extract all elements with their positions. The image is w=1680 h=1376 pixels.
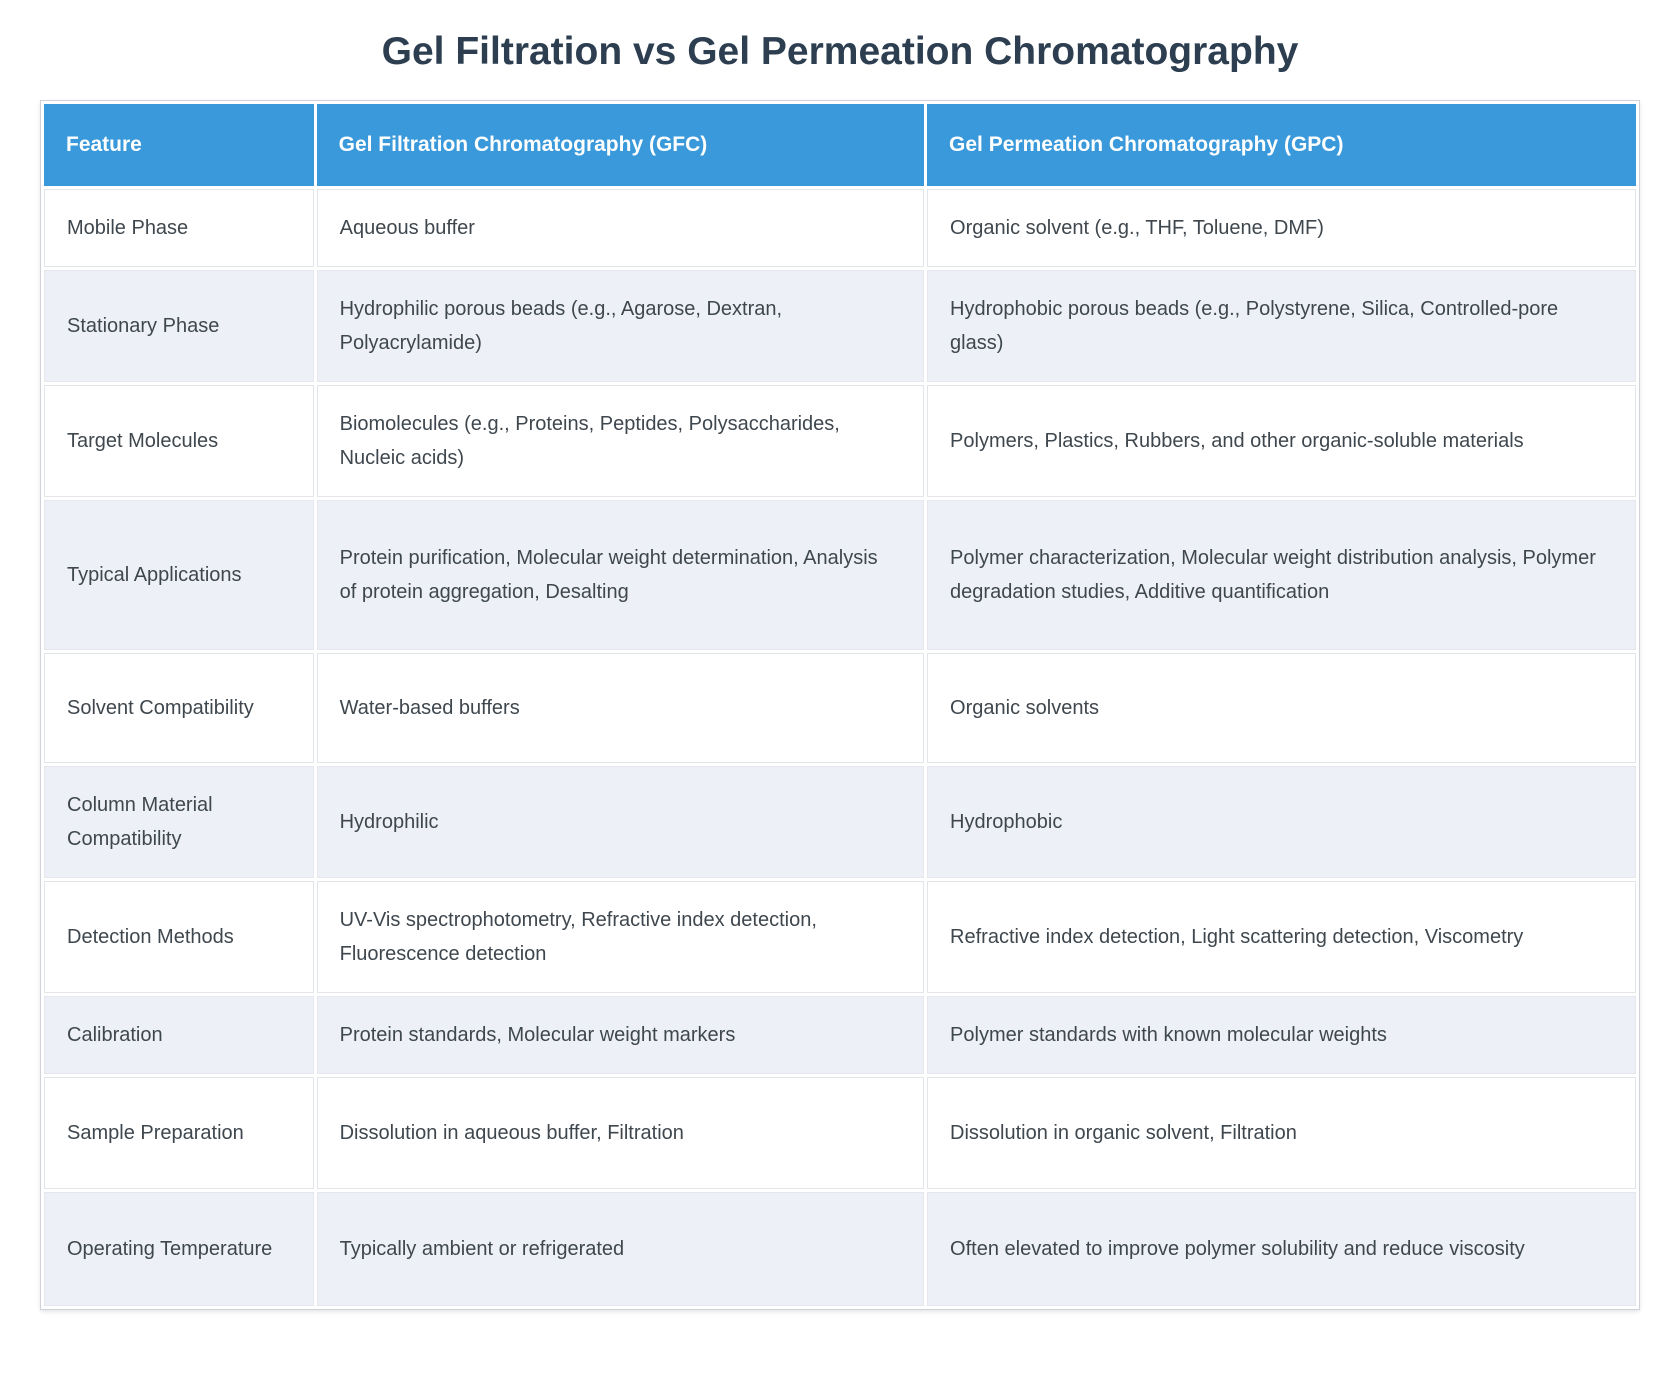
feature-cell: Operating Temperature (44, 1192, 314, 1306)
table-row: Calibration Protein standards, Molecular… (44, 996, 1636, 1074)
gpc-cell: Dissolution in organic solvent, Filtrati… (927, 1077, 1636, 1189)
gfc-cell: Aqueous buffer (316, 189, 925, 267)
gfc-cell: UV-Vis spectrophotometry, Refractive ind… (316, 881, 925, 993)
comparison-table: Feature Gel Filtration Chromatography (G… (41, 101, 1639, 1309)
gfc-cell: Hydrophilic porous beads (e.g., Agarose,… (316, 270, 925, 382)
feature-cell: Stationary Phase (44, 270, 314, 382)
gpc-cell: Polymer standards with known molecular w… (927, 996, 1636, 1074)
feature-cell: Sample Preparation (44, 1077, 314, 1189)
gfc-cell: Protein standards, Molecular weight mark… (316, 996, 925, 1074)
gfc-cell: Protein purification, Molecular weight d… (316, 500, 925, 650)
gpc-cell: Often elevated to improve polymer solubi… (927, 1192, 1636, 1306)
feature-cell: Calibration (44, 996, 314, 1074)
table-body: Mobile Phase Aqueous buffer Organic solv… (44, 189, 1636, 1306)
gpc-cell: Polymer characterization, Molecular weig… (927, 500, 1636, 650)
header-feature: Feature (44, 104, 314, 186)
header-gpc: Gel Permeation Chromatography (GPC) (927, 104, 1636, 186)
gfc-cell: Water-based buffers (316, 653, 925, 763)
header-row: Feature Gel Filtration Chromatography (G… (44, 104, 1636, 186)
table-row: Column Material Compatibility Hydrophili… (44, 766, 1636, 878)
table-row: Operating Temperature Typically ambient … (44, 1192, 1636, 1306)
gfc-cell: Hydrophilic (316, 766, 925, 878)
gfc-cell: Dissolution in aqueous buffer, Filtratio… (316, 1077, 925, 1189)
feature-cell: Target Molecules (44, 385, 314, 497)
feature-cell: Solvent Compatibility (44, 653, 314, 763)
table-row: Stationary Phase Hydrophilic porous bead… (44, 270, 1636, 382)
gfc-cell: Biomolecules (e.g., Proteins, Peptides, … (316, 385, 925, 497)
feature-cell: Mobile Phase (44, 189, 314, 267)
table-row: Typical Applications Protein purificatio… (44, 500, 1636, 650)
gpc-cell: Organic solvent (e.g., THF, Toluene, DMF… (927, 189, 1636, 267)
table-row: Detection Methods UV-Vis spectrophotomet… (44, 881, 1636, 993)
table-row: Solvent Compatibility Water-based buffer… (44, 653, 1636, 763)
table-row: Sample Preparation Dissolution in aqueou… (44, 1077, 1636, 1189)
comparison-table-container: Feature Gel Filtration Chromatography (G… (40, 100, 1640, 1310)
table-header: Feature Gel Filtration Chromatography (G… (44, 104, 1636, 186)
gpc-cell: Hydrophobic porous beads (e.g., Polystyr… (927, 270, 1636, 382)
gpc-cell: Organic solvents (927, 653, 1636, 763)
feature-cell: Typical Applications (44, 500, 314, 650)
gpc-cell: Polymers, Plastics, Rubbers, and other o… (927, 385, 1636, 497)
table-row: Target Molecules Biomolecules (e.g., Pro… (44, 385, 1636, 497)
feature-cell: Detection Methods (44, 881, 314, 993)
gpc-cell: Hydrophobic (927, 766, 1636, 878)
feature-cell: Column Material Compatibility (44, 766, 314, 878)
gfc-cell: Typically ambient or refrigerated (316, 1192, 925, 1306)
page-title: Gel Filtration vs Gel Permeation Chromat… (381, 30, 1299, 73)
table-row: Mobile Phase Aqueous buffer Organic solv… (44, 189, 1636, 267)
header-gfc: Gel Filtration Chromatography (GFC) (316, 104, 925, 186)
gpc-cell: Refractive index detection, Light scatte… (927, 881, 1636, 993)
